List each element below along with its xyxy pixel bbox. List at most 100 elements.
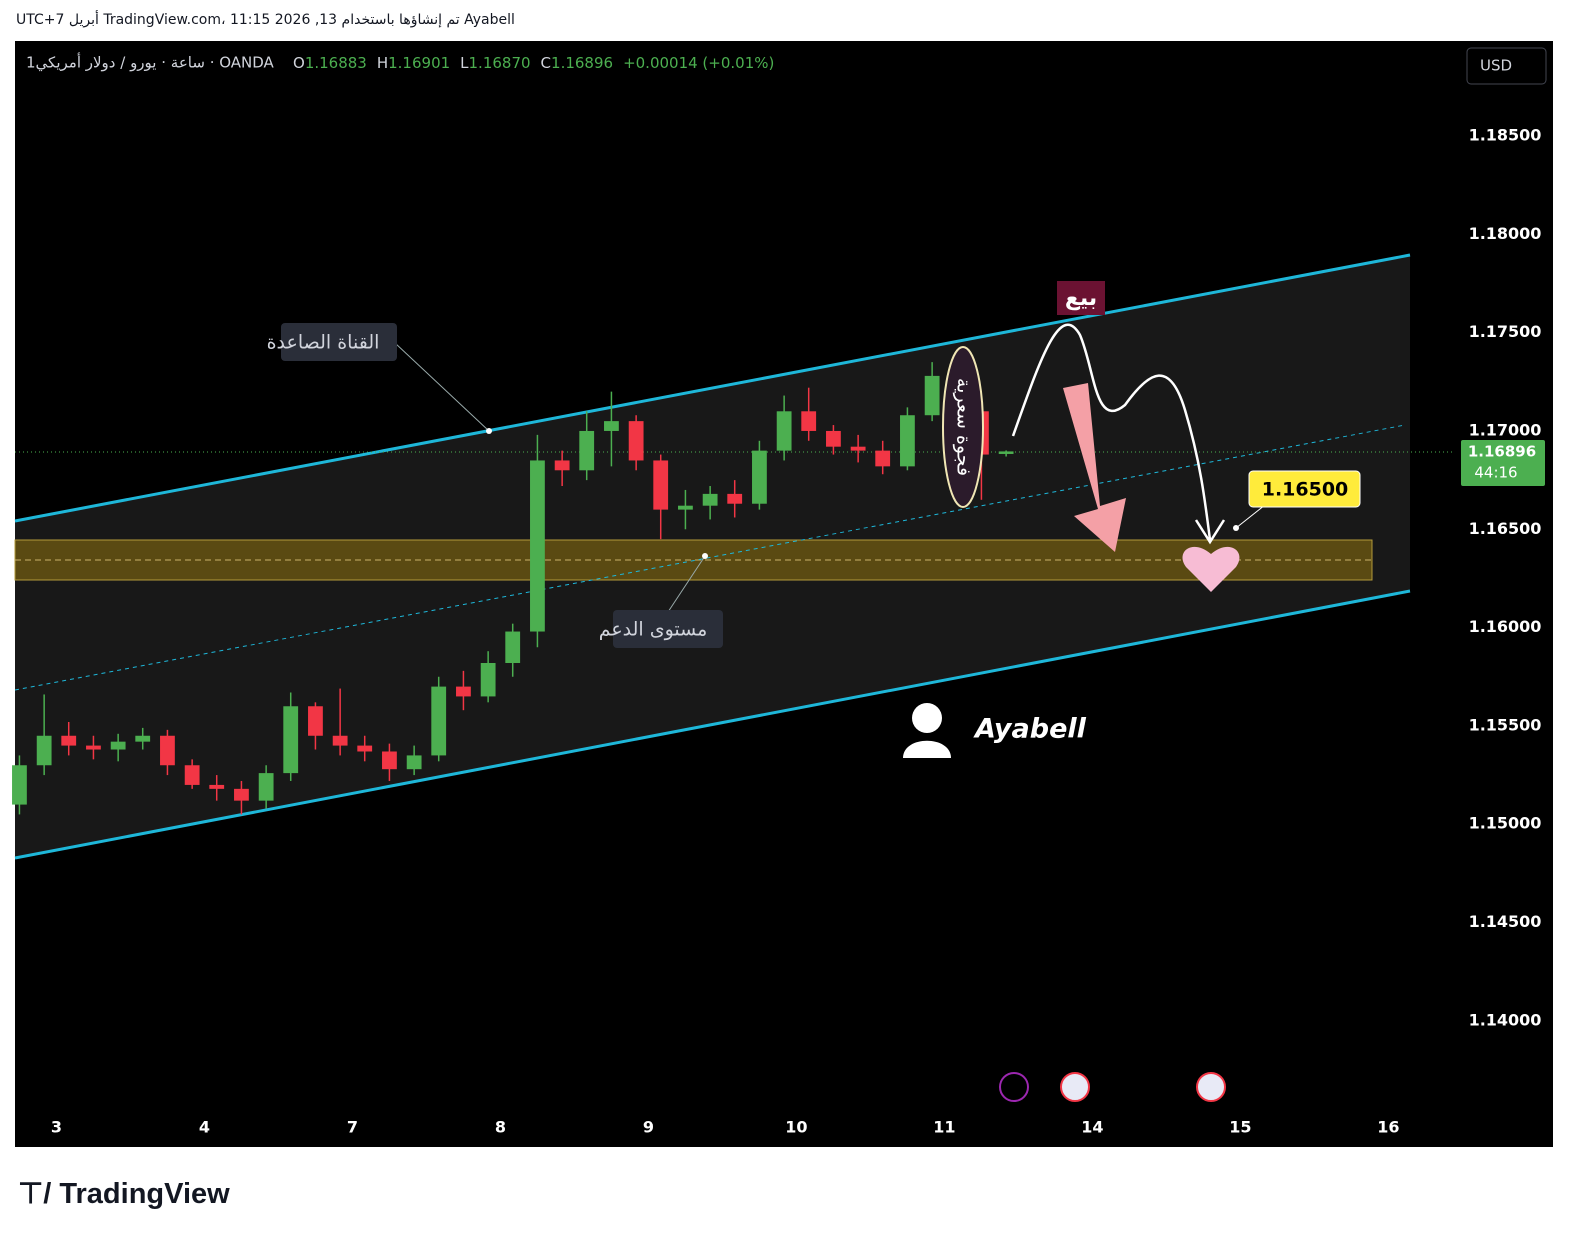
leader xyxy=(394,342,490,432)
label-box xyxy=(281,323,397,361)
x-tick-label: 11 xyxy=(933,1118,955,1137)
y-tick-label: 1.18000 xyxy=(1469,224,1542,243)
price-tag xyxy=(1461,440,1545,486)
candle-body xyxy=(801,411,817,431)
candle-body xyxy=(850,446,866,451)
ohlc-c: 1.16896 xyxy=(551,54,613,72)
x-tick-label: 9 xyxy=(643,1118,654,1137)
ohlc-l: 1.16870 xyxy=(469,54,531,72)
heart xyxy=(1182,546,1240,592)
user-icon xyxy=(903,740,951,758)
candle-body xyxy=(826,430,841,447)
y-tick-label: 1.17000 xyxy=(1469,420,1542,439)
x-tick-label: 10 xyxy=(785,1118,807,1137)
candle-body xyxy=(702,493,718,506)
anchor xyxy=(486,428,492,434)
candle-body xyxy=(86,745,101,750)
leader xyxy=(667,555,706,613)
candle-body xyxy=(357,745,373,752)
candles xyxy=(12,362,1014,815)
candle-body xyxy=(36,735,52,766)
candle-body xyxy=(283,706,299,774)
x-tick-label: 15 xyxy=(1229,1118,1251,1137)
candle-body xyxy=(332,735,348,746)
channel-label: القناة الصاعدة xyxy=(267,332,380,354)
logo: ⊤/ TradingView xyxy=(18,1176,230,1211)
anchor xyxy=(1233,525,1239,531)
ohlc-o_label: O xyxy=(293,54,305,72)
anchor xyxy=(702,553,708,559)
logo-mark: ⊤/ xyxy=(18,1178,60,1210)
ohlc-c_label: C xyxy=(541,54,551,72)
candle-body xyxy=(530,460,545,632)
user-icon xyxy=(912,703,942,733)
candle-body xyxy=(382,751,397,770)
y-tick-label: 1.16000 xyxy=(1469,617,1542,636)
candle-body xyxy=(678,505,693,510)
candle-body xyxy=(12,765,27,805)
gap-label: فجوة سعرية xyxy=(953,378,975,476)
ohlc: O1.16883 H1.16901 L1.16870 C1.16896 +0.00014… xyxy=(293,54,774,72)
candle-body xyxy=(480,662,496,697)
x-tick-label: 14 xyxy=(1081,1118,1103,1137)
target-box xyxy=(1248,470,1361,508)
candle-body xyxy=(628,421,644,461)
x-tick-label: 8 xyxy=(495,1118,506,1137)
x-tick-label: 3 xyxy=(51,1118,62,1137)
candle-body xyxy=(900,415,915,467)
event-icon xyxy=(1060,1072,1090,1102)
candle-body xyxy=(61,735,77,746)
support-label: مستوى الدعم xyxy=(599,619,708,641)
y-tick-label: 1.17500 xyxy=(1469,322,1542,341)
symbol: 1ساعة · يورو / دولار أمريكي · OANDA xyxy=(26,53,275,73)
x-tick-label: 4 xyxy=(199,1118,210,1137)
candle-body xyxy=(258,773,274,801)
arrow-head xyxy=(1194,519,1226,545)
candle-body xyxy=(406,755,422,770)
candle-body xyxy=(604,421,619,431)
y-tick-label: 1.15000 xyxy=(1469,814,1542,833)
candle-body xyxy=(579,430,595,471)
y-tick-label: 1.16500 xyxy=(1469,519,1542,538)
price-tag-label: 1.16896 xyxy=(1468,443,1536,461)
candle-body xyxy=(776,411,792,451)
caption: Ayabell تم إنشاؤها باستخدام TradingView.… xyxy=(16,12,515,28)
candle-body xyxy=(924,375,940,416)
down-arrow xyxy=(1063,383,1126,552)
target-label: 1.16500 xyxy=(1262,479,1349,501)
x-tick-label: 7 xyxy=(347,1118,358,1137)
event-icon xyxy=(999,1072,1029,1102)
x-tick-label: 16 xyxy=(1377,1118,1399,1137)
currency-box[interactable] xyxy=(1466,47,1547,85)
candle-body xyxy=(505,631,521,663)
currency: USD xyxy=(1480,57,1512,75)
logo-text: TradingView xyxy=(59,1178,230,1210)
label-box xyxy=(613,610,723,648)
countdown: 44:16 xyxy=(1474,464,1517,482)
candle-body xyxy=(998,451,1014,454)
projection-path xyxy=(1011,323,1212,541)
y-tick-label: 1.14000 xyxy=(1469,1010,1542,1029)
candle-body xyxy=(110,741,126,750)
candle-body xyxy=(135,735,151,742)
ohlc-change: +0.00014 (+0.01%) xyxy=(623,54,774,72)
gap-ellipse xyxy=(942,346,984,508)
ohlc-h: 1.16901 xyxy=(388,54,450,72)
candle-body xyxy=(234,788,249,801)
watermark: Ayabell xyxy=(973,714,1087,745)
candle-body xyxy=(653,460,669,510)
ohlc-h_label: H xyxy=(377,54,388,72)
candle-body xyxy=(209,784,225,789)
channel-mid xyxy=(14,424,1406,691)
candle-body xyxy=(752,450,767,504)
channel-upper xyxy=(14,253,1411,523)
candle-body xyxy=(160,735,175,766)
candle-body xyxy=(308,706,323,736)
candle-body xyxy=(554,460,570,471)
candle-body xyxy=(875,450,891,467)
y-tick-label: 1.14500 xyxy=(1469,912,1542,931)
candle-body xyxy=(431,686,447,756)
event-icon xyxy=(1196,1072,1226,1102)
sell-box xyxy=(1057,281,1105,315)
